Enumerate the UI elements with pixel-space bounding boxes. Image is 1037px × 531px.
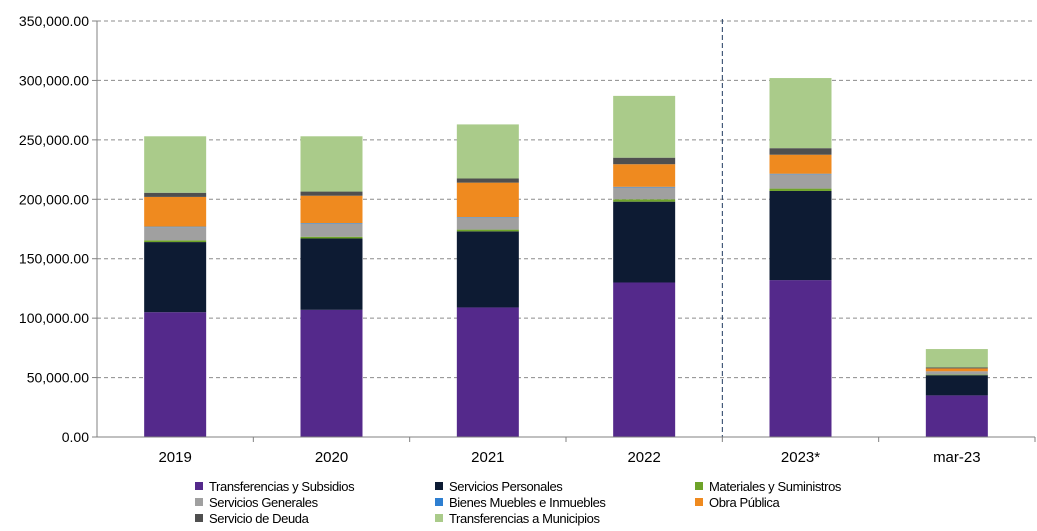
y-tick-label: 50,000.00 [27, 370, 89, 386]
bar-segment [456, 229, 519, 232]
x-category-label: 2019 [158, 449, 191, 466]
legend-item: Servicio de Deuda [195, 510, 435, 526]
y-tick-label: 300,000.00 [19, 72, 89, 88]
bar-segment [925, 374, 988, 376]
y-tick-label: 150,000.00 [19, 251, 89, 267]
bar-segment [300, 195, 363, 224]
y-tick-label: 100,000.00 [19, 310, 89, 326]
x-category-label: 2022 [627, 449, 660, 466]
bar-segment [769, 148, 832, 155]
y-tick-label: 0.00 [62, 429, 89, 445]
legend-label: Servicios Personales [449, 478, 563, 494]
bars [144, 78, 988, 437]
bar-segment [144, 196, 207, 227]
x-category-label: mar-23 [933, 449, 981, 466]
bar-segment [300, 238, 363, 310]
legend-item: Materiales y Suministros [695, 478, 935, 494]
bar-segment [925, 375, 988, 396]
legend-label: Transferencias a Municipios [449, 510, 600, 526]
bar-segment [925, 367, 988, 369]
bar-segment [144, 227, 207, 241]
bar-segment [456, 124, 519, 179]
bar-segment [300, 223, 363, 224]
bar-segment [613, 187, 676, 200]
legend-item: Servicios Personales [435, 478, 695, 494]
bar-segment [300, 309, 363, 437]
legend-label: Obra Pública [709, 494, 780, 510]
legend-swatch [435, 498, 443, 506]
legend-swatch [435, 482, 443, 490]
x-category-label: 2020 [315, 449, 348, 466]
x-category-label: 2021 [471, 449, 504, 466]
bar-segment [613, 95, 676, 158]
bar-segment [613, 164, 676, 187]
bar-segment [144, 242, 207, 313]
bar-segment [925, 368, 988, 372]
bar-segment [769, 190, 832, 281]
gridlines [97, 20, 1035, 379]
legend-label: Bienes Muebles e Inmuebles [449, 494, 606, 510]
bar-segment [300, 236, 363, 239]
bar-segment [925, 371, 988, 375]
bar-segment [613, 199, 676, 202]
legend-item: Transferencias a Municipios [435, 510, 695, 526]
bar-segment [769, 78, 832, 149]
bar-segment [456, 231, 519, 308]
axes: 0.00 50,000.00 100,000.00 150,000.00 200,000… [19, 13, 1036, 466]
bar-segment [456, 182, 519, 218]
bar-segment [925, 349, 988, 368]
legend-label: Transferencias y Subsidios [209, 478, 355, 494]
bar-segment [456, 217, 519, 218]
y-tick-label: 350,000.00 [19, 13, 89, 29]
bar-segment [456, 217, 519, 230]
legend-item: Obra Pública [695, 494, 935, 510]
bar-segment [456, 178, 519, 183]
legend-item: Bienes Muebles e Inmuebles [435, 494, 695, 510]
bar-segment [456, 307, 519, 437]
y-tick-label: 200,000.00 [19, 191, 89, 207]
x-category-label: 2023* [781, 449, 820, 466]
legend-swatch [695, 482, 703, 490]
bar-segment [300, 191, 363, 196]
legend-label: Servicios Generales [209, 494, 318, 510]
legend-item: Transferencias y Subsidios [195, 478, 435, 494]
bar-segment [300, 136, 363, 192]
legend-label: Servicio de Deuda [209, 510, 309, 526]
legend-swatch [195, 514, 203, 522]
bar-segment [144, 192, 207, 197]
bar-segment [300, 223, 363, 237]
legend-swatch [695, 498, 703, 506]
bar-segment [144, 240, 207, 243]
legend-swatch [195, 498, 203, 506]
bar-segment [144, 226, 207, 228]
bar-segment [925, 395, 988, 437]
y-tick-label: 250,000.00 [19, 132, 89, 148]
bar-segment [769, 280, 832, 437]
bar-segment [613, 186, 676, 188]
legend-swatch [435, 514, 443, 522]
bar-segment [613, 282, 676, 437]
bar-segment [769, 174, 832, 189]
bar-segment [613, 201, 676, 283]
bar-segment [769, 188, 832, 191]
legend-swatch [195, 482, 203, 490]
legend: Transferencias y Subsidios Servicios Pers… [195, 478, 955, 526]
bar-segment [144, 312, 207, 437]
bar-segment [613, 157, 676, 165]
legend-item: Servicios Generales [195, 494, 435, 510]
legend-label: Materiales y Suministros [709, 478, 841, 494]
bar-segment [769, 154, 832, 174]
bar-segment [144, 136, 207, 193]
bar-segment [769, 173, 832, 175]
